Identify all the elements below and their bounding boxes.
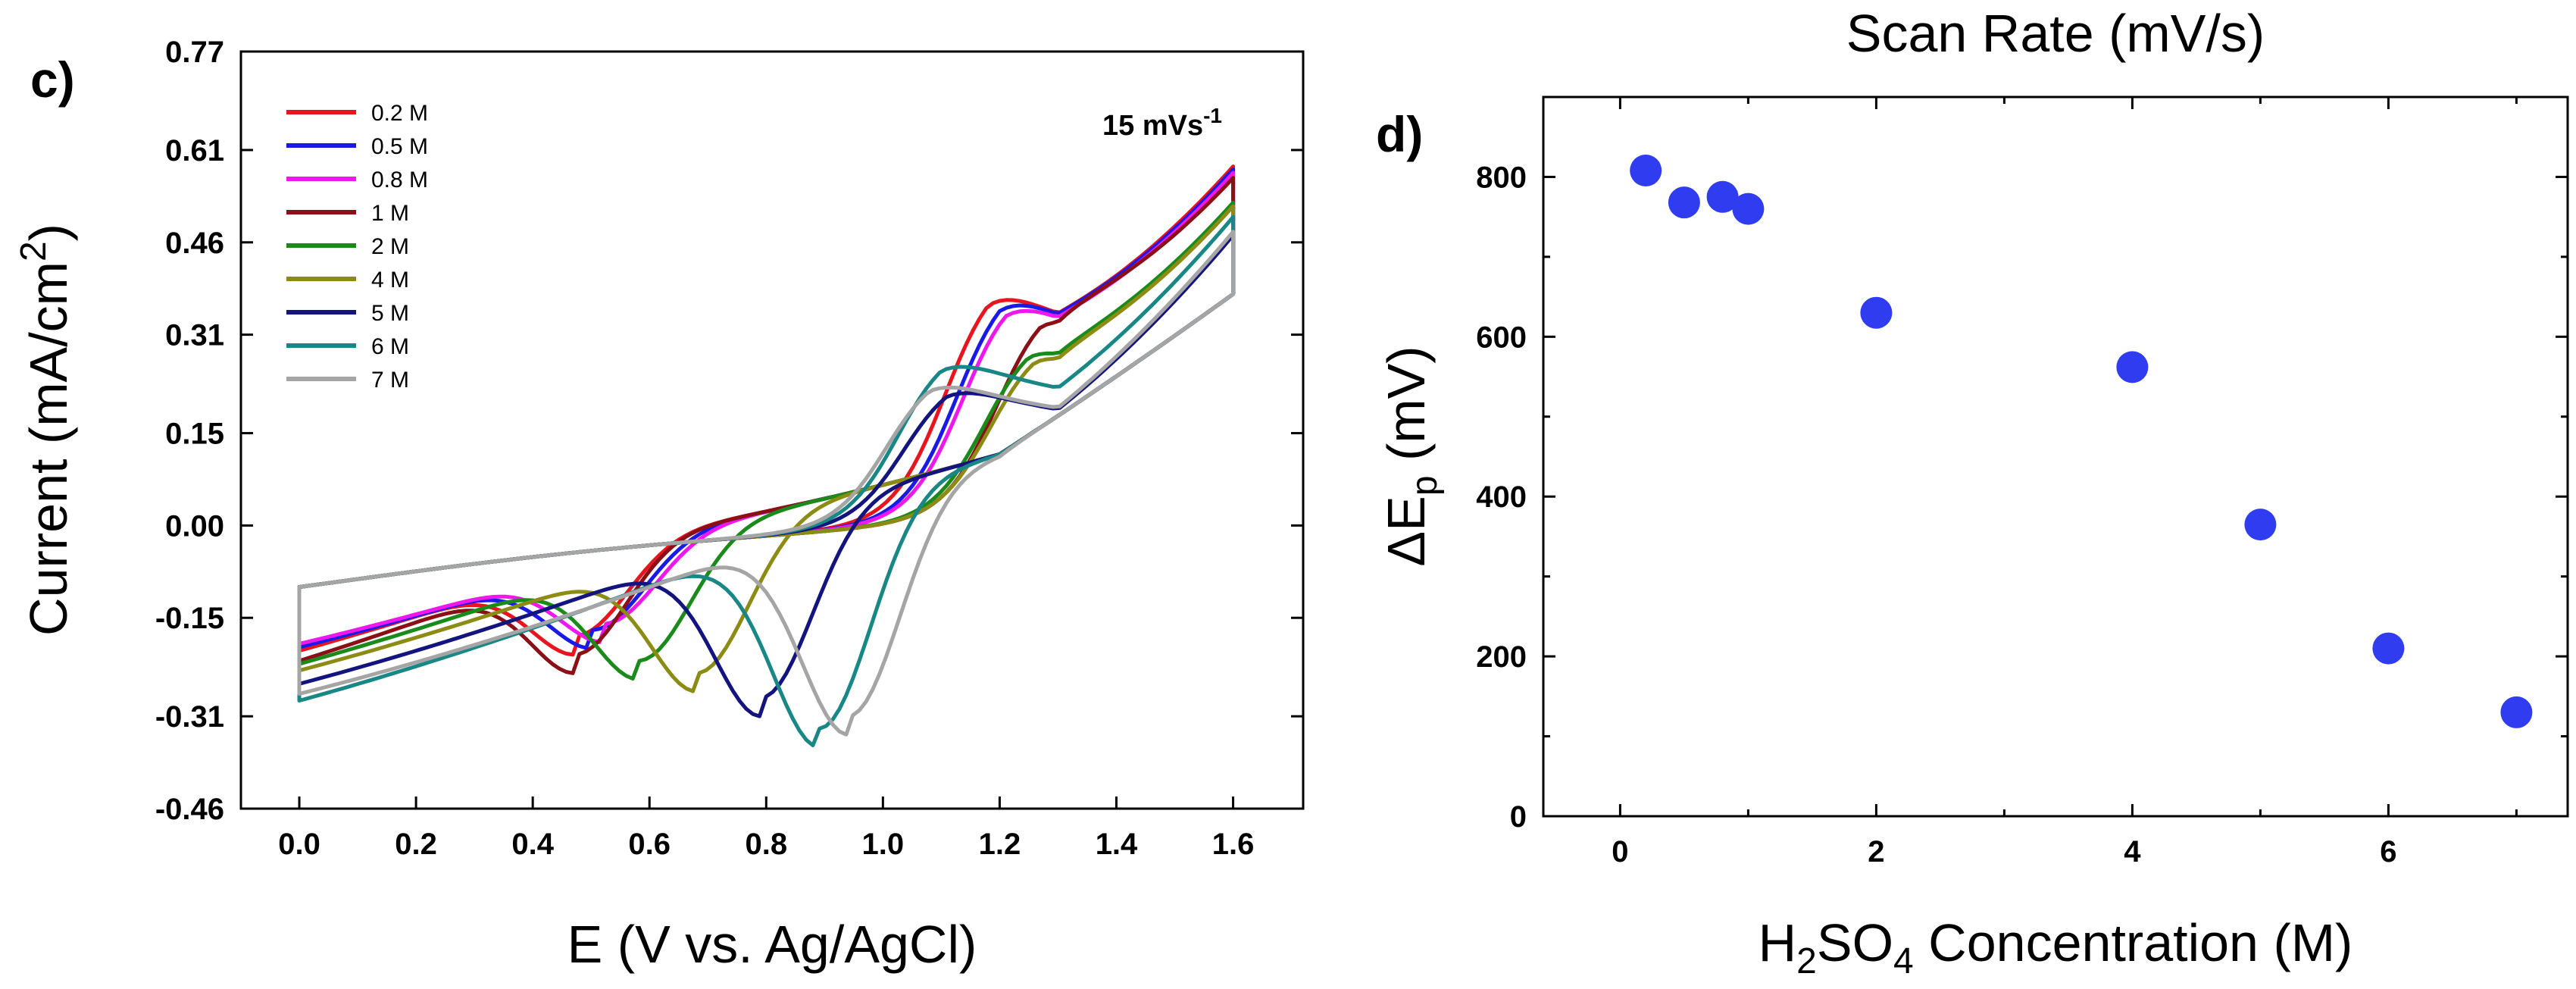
panel-d-plot-frame bbox=[1542, 95, 2569, 818]
panel-c-label: c) bbox=[30, 52, 75, 108]
legend-label: 4 M bbox=[371, 268, 409, 293]
cv-curve bbox=[297, 176, 1236, 675]
x-tick-label: 0.8 bbox=[745, 828, 787, 861]
x-tick-label: 1.6 bbox=[1212, 828, 1255, 861]
scatter-point bbox=[2116, 351, 2149, 383]
scatter-point bbox=[2244, 509, 2277, 541]
y-tick-label: 0.46 bbox=[165, 227, 224, 260]
cv-curve bbox=[297, 204, 1236, 693]
y-tick-label: -0.31 bbox=[155, 700, 224, 734]
y-tick-label: 800 bbox=[1476, 161, 1527, 194]
x-tick-label: 0 bbox=[1612, 835, 1628, 869]
scatter-point bbox=[1706, 180, 1739, 213]
legend-label: 7 M bbox=[371, 368, 409, 393]
scatter-point bbox=[1668, 186, 1700, 219]
y-tick-label: 200 bbox=[1476, 640, 1527, 674]
cv-curve bbox=[297, 233, 1236, 718]
legend-label: 1 M bbox=[371, 201, 409, 226]
y-tick-label: -0.46 bbox=[155, 793, 224, 826]
panel-c-curves bbox=[297, 164, 1236, 747]
panel-c-plot-frame bbox=[239, 50, 1305, 810]
panel-d-title: Scan Rate (mV/s) bbox=[1846, 4, 2265, 63]
x-tick-label: 0.6 bbox=[628, 828, 671, 861]
panel-c-ticks: 0.0 0.2 0.4 0.6 0.8 1.0 1.2 1.4 1.6 0.77 0.61 0.46 0… bbox=[155, 36, 1303, 861]
scatter-point bbox=[1860, 296, 1893, 329]
panel-c-legend: 0.2 M 0.5 M 0.8 M 1 M 2 M 4 M 5 M 6 M 7 M bbox=[286, 101, 428, 393]
panel-d-y-axis-title: ΔEp (mV) bbox=[1377, 346, 1445, 566]
cv-curve bbox=[297, 230, 1236, 737]
legend-label: 6 M bbox=[371, 334, 409, 359]
scatter-point bbox=[1732, 192, 1765, 225]
y-tick-label: 0.61 bbox=[165, 134, 224, 167]
x-tick-label: 0.2 bbox=[395, 828, 437, 861]
y-tick-label: 0 bbox=[1510, 800, 1527, 834]
legend-label: 0.5 M bbox=[371, 134, 428, 159]
x-tick-label: 0.4 bbox=[511, 828, 554, 861]
y-tick-label: 600 bbox=[1476, 321, 1527, 354]
panel-c-x-axis-title: E (V vs. Ag/AgCl) bbox=[567, 915, 977, 974]
y-tick-label: 0.31 bbox=[165, 319, 224, 352]
x-tick-label: 1.2 bbox=[979, 828, 1021, 861]
panel-d-ticks: 0 2 4 6 0 200 400 600 800 bbox=[1476, 97, 2568, 869]
panel-d-scatter-plot: Scan Rate (mV/s) d) 0 2 4 6 0 200 400 600 800 H2… bbox=[1376, 4, 2569, 981]
legend-label: 5 M bbox=[371, 301, 409, 326]
y-tick-label: 0.00 bbox=[165, 509, 224, 543]
y-tick-label: 0.77 bbox=[165, 36, 224, 69]
x-tick-label: 4 bbox=[2124, 835, 2141, 869]
panel-c-cv-plot: c) 0.0 0.2 0.4 0.6 0.8 1.0 1.2 1.4 1.60.770.610.… bbox=[14, 36, 1305, 974]
x-tick-label: 1.4 bbox=[1096, 828, 1138, 861]
cv-curve bbox=[297, 167, 1236, 650]
x-tick-label: 0.0 bbox=[278, 828, 320, 861]
scatter-point bbox=[2500, 696, 2533, 728]
panel-d-x-axis-title: H2SO4 Concentration (M) bbox=[1758, 913, 2353, 981]
y-tick-label: 0.15 bbox=[165, 418, 224, 451]
panel-c-y-axis-title: Current (mA/cm2) bbox=[14, 224, 78, 636]
legend-label: 2 M bbox=[371, 234, 409, 259]
y-tick-label: -0.15 bbox=[155, 602, 224, 635]
scatter-point bbox=[2372, 632, 2405, 665]
legend-label: 0.8 M bbox=[371, 167, 428, 192]
cv-curve bbox=[297, 164, 1236, 657]
legend-label: 0.2 M bbox=[371, 101, 428, 126]
x-tick-label: 1.0 bbox=[862, 828, 905, 861]
scan-rate-annotation: 15 mVs-1 bbox=[1102, 104, 1222, 142]
y-tick-label: 400 bbox=[1476, 480, 1527, 514]
panel-c-annotation: 15 mVs-1 bbox=[1102, 104, 1222, 142]
panel-d-label: d) bbox=[1376, 106, 1423, 162]
x-tick-label: 6 bbox=[2380, 835, 2396, 869]
panel-d-points bbox=[1630, 155, 2533, 728]
scatter-point bbox=[1630, 155, 1662, 187]
x-tick-label: 2 bbox=[1868, 835, 1884, 869]
